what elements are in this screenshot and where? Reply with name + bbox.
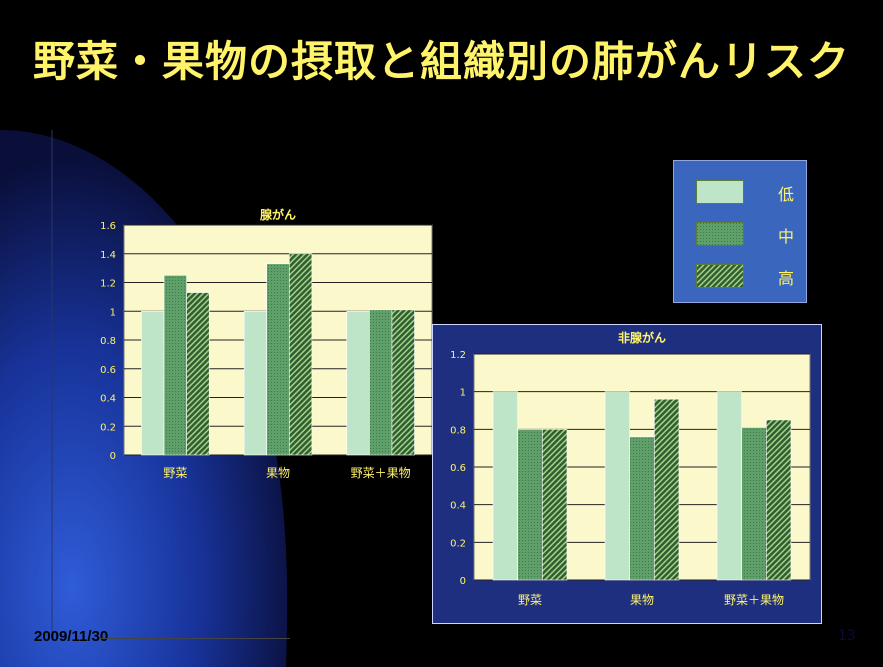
bar-中-果物 — [629, 436, 655, 581]
y-tick-label: 0.2 — [450, 538, 466, 549]
chart-adenocarcinoma: 0 0.2 0.4 0.6 0.8 1 1.2 1.4 1.6 腺がん野菜 果物 野菜＋果物 — [70, 205, 440, 485]
bar-高-果物 — [654, 398, 680, 581]
bar-中-果物 — [266, 263, 290, 456]
bar-低-果物 — [604, 391, 630, 581]
bar-低-野菜 — [141, 310, 165, 456]
legend-item-mid: 中 — [696, 217, 796, 247]
page-number: 13 — [838, 628, 856, 644]
bar-高-野菜 — [186, 292, 210, 456]
y-tick-label: 0 — [110, 451, 116, 462]
bar-低-野菜＋果物 — [346, 310, 370, 456]
x-category-label: 野菜 — [163, 466, 187, 480]
legend-label-low: 低 — [778, 185, 795, 204]
bar-中-野菜＋果物 — [369, 309, 393, 456]
bar-高-野菜 — [542, 429, 568, 581]
legend: 低 中 高 — [673, 160, 807, 303]
y-tick-label: 1.2 — [450, 350, 466, 361]
y-tick-label: 0.6 — [100, 365, 116, 376]
chart-title: 腺がん — [260, 207, 296, 222]
y-tick-label: 0.4 — [100, 394, 116, 405]
slide-title: 野菜・果物の摂取と組織別の肺がんリスク — [32, 37, 850, 86]
x-category-label: 果物 — [266, 466, 290, 480]
y-tick-label: 0.2 — [100, 422, 116, 433]
legend-swatch-low — [696, 180, 744, 204]
legend-item-low: 低 — [696, 175, 796, 205]
bar-高-果物 — [288, 253, 313, 456]
bar-低-野菜 — [492, 391, 518, 581]
legend-item-high: 高 — [696, 259, 796, 289]
footer-divider — [100, 638, 290, 639]
bar-中-野菜＋果物 — [741, 427, 767, 581]
x-category-label: 野菜＋果物 — [724, 593, 784, 607]
footer-date: 2009/11/30 — [34, 628, 109, 645]
bar-中-野菜 — [163, 275, 187, 456]
x-category-label: 野菜＋果物 — [351, 466, 411, 480]
bar-低-野菜＋果物 — [716, 391, 742, 581]
legend-label-high: 高 — [778, 269, 795, 288]
y-tick-label: 0.8 — [450, 425, 466, 436]
y-tick-label: 0.8 — [100, 336, 116, 347]
x-category-label: 野菜 — [518, 593, 542, 607]
x-category-label: 果物 — [630, 593, 654, 607]
y-tick-label: 1 — [460, 388, 466, 399]
y-tick-label: 0 — [460, 576, 466, 587]
bar-低-果物 — [243, 310, 268, 456]
legend-swatch-mid — [696, 222, 744, 246]
bar-高-野菜＋果物 — [766, 419, 792, 581]
chart-non-adenocarcinoma: 0 0.2 0.4 0.6 0.8 1 1.2 非腺がん野菜 果物 野菜＋果物 — [432, 324, 822, 624]
y-tick-label: 1 — [110, 307, 116, 318]
y-tick-label: 0.4 — [450, 501, 466, 512]
legend-swatch-high — [696, 264, 744, 288]
legend-label-mid: 中 — [778, 227, 795, 246]
y-tick-label: 0.6 — [450, 463, 466, 474]
y-tick-label: 1.6 — [100, 221, 116, 232]
bar-中-野菜 — [517, 429, 543, 581]
chart-title: 非腺がん — [618, 330, 666, 345]
y-tick-label: 1.4 — [100, 250, 116, 261]
y-tick-label: 1.2 — [100, 279, 116, 290]
bar-高-野菜＋果物 — [391, 309, 415, 456]
